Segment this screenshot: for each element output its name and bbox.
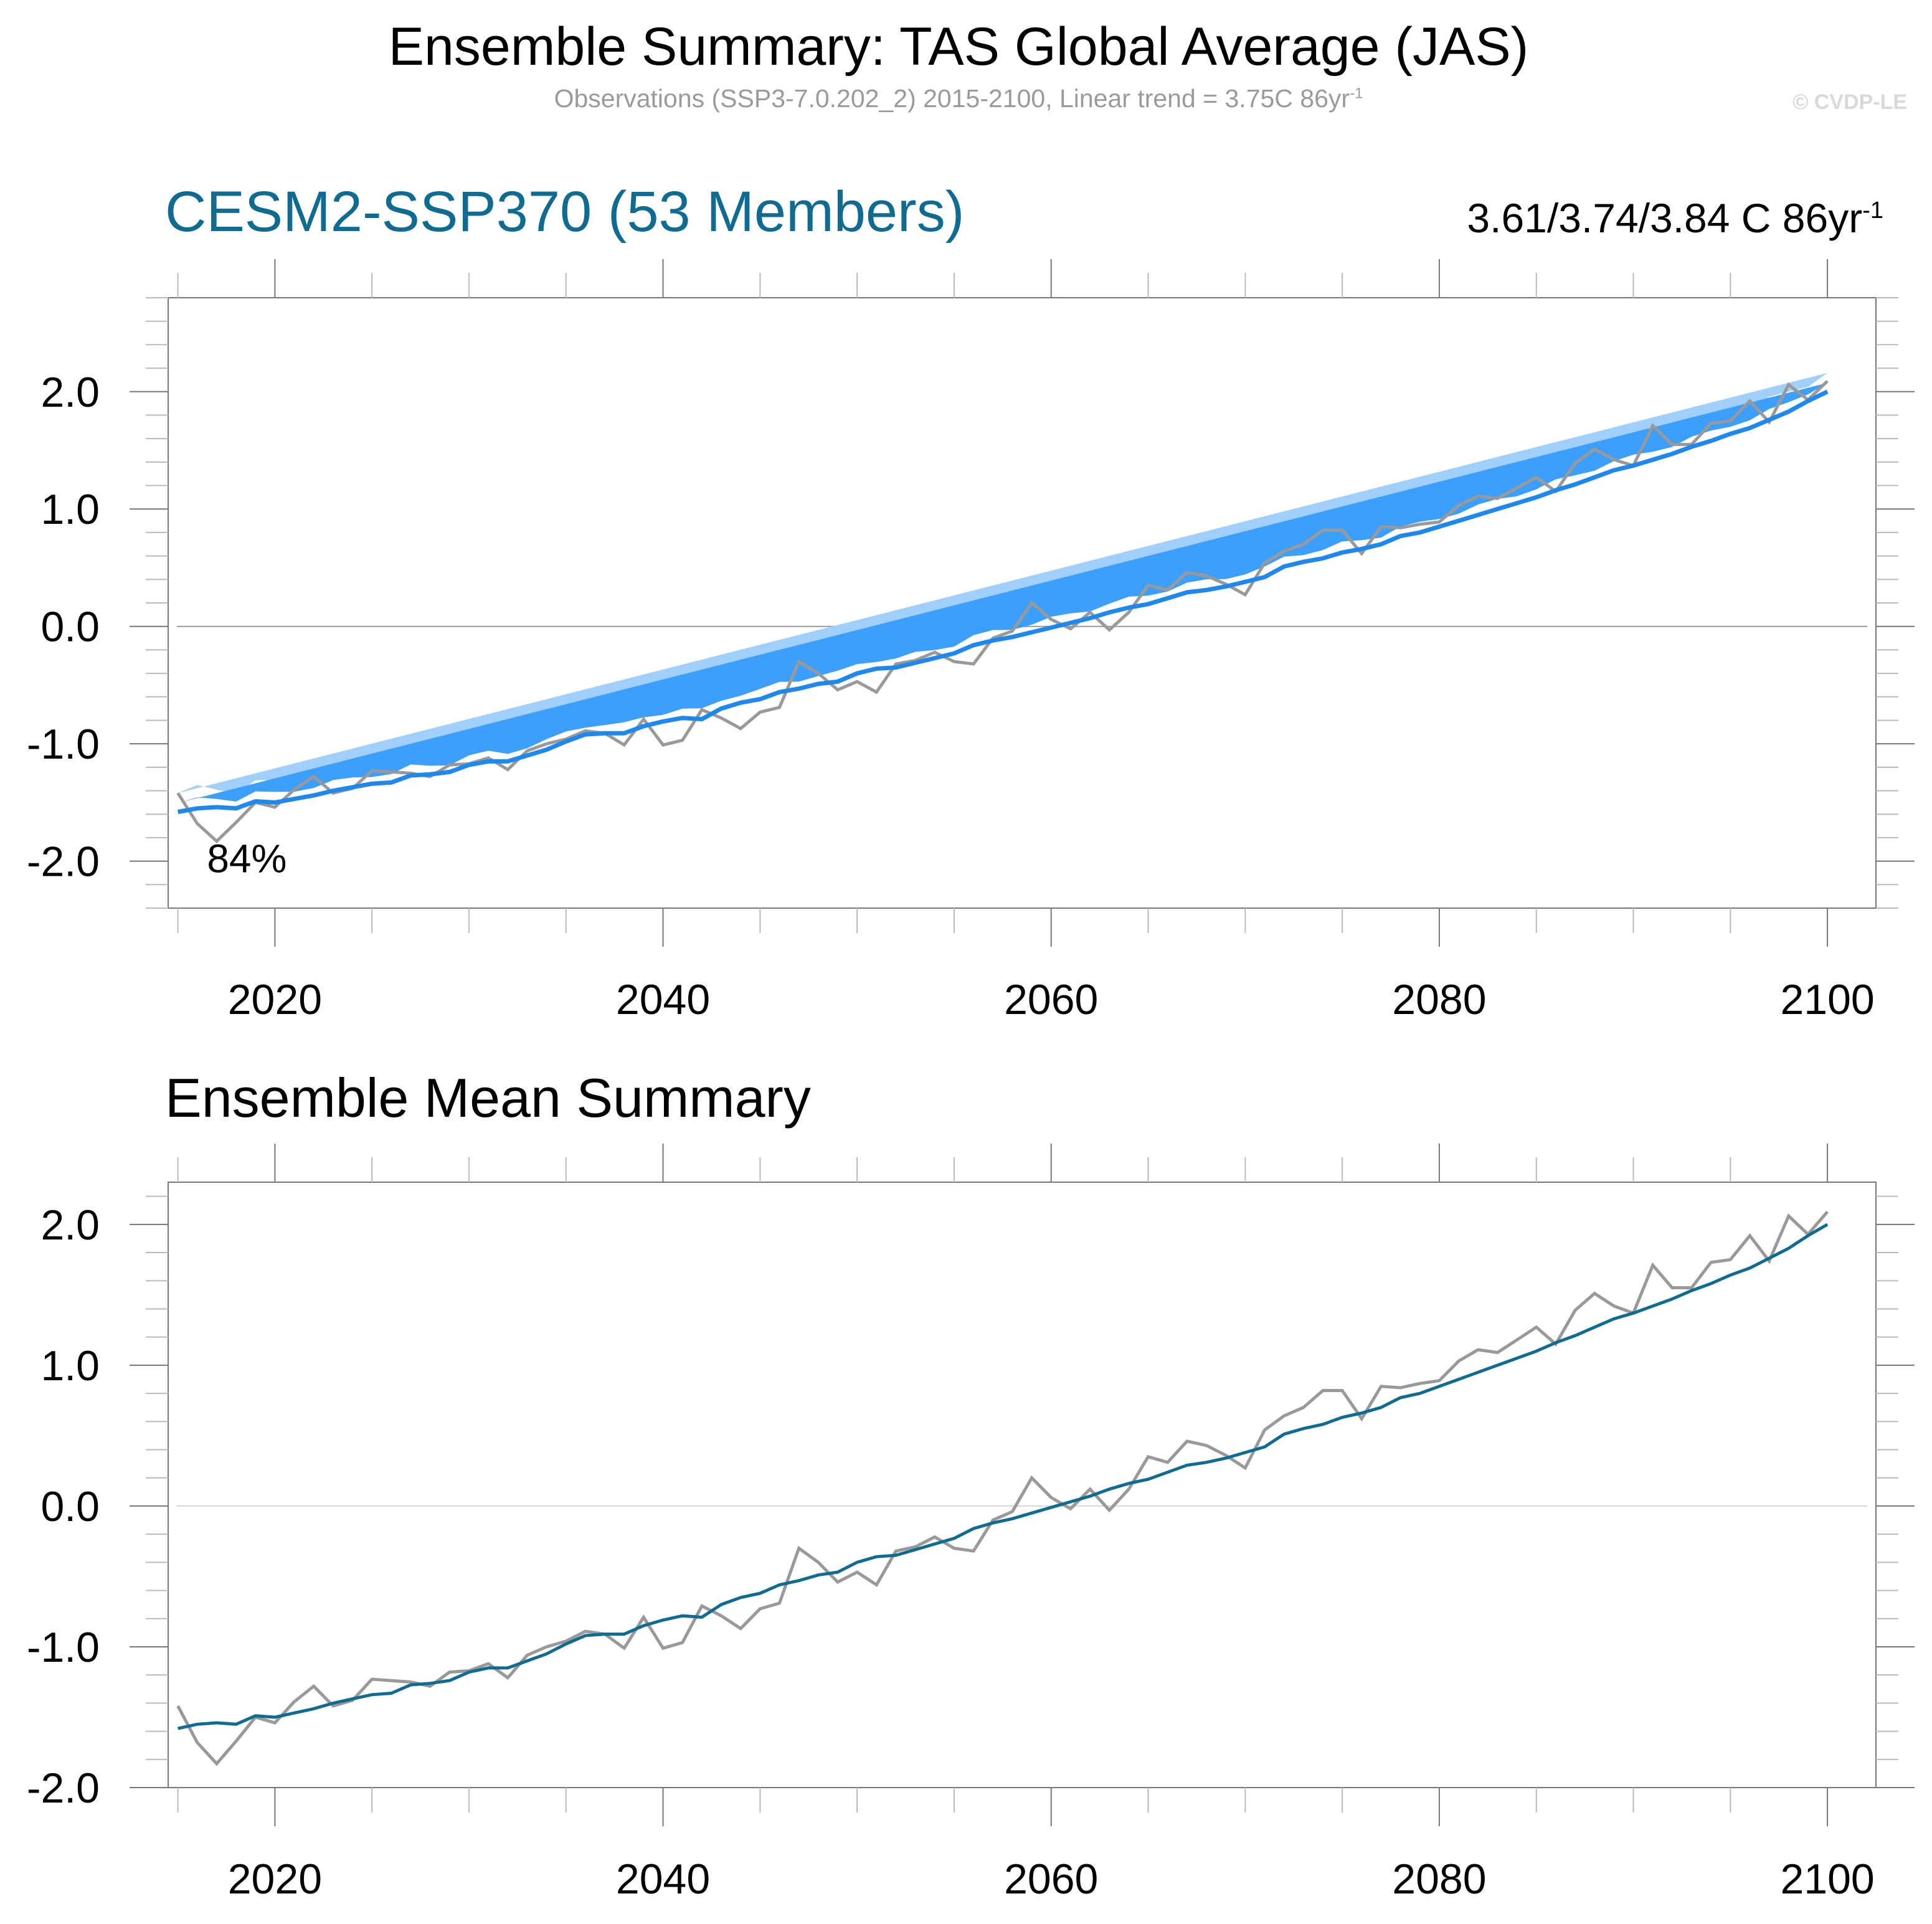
y-tick-label: 2.0 <box>40 1201 100 1249</box>
copyright-label: © CVDP-LE <box>1792 90 1907 114</box>
y-tick-label: 2.0 <box>40 369 100 416</box>
y-tick-label: 1.0 <box>40 1342 100 1390</box>
ensemble-mean-line <box>178 1223 1829 1730</box>
y-tick-label: 0.0 <box>40 604 100 651</box>
panel1-title: CESM2-SSP370 (53 Members) <box>165 180 965 244</box>
x-tick-label: 2020 <box>228 976 322 1023</box>
panel2-title: Ensemble Mean Summary <box>165 1067 811 1129</box>
percent-annotation: 84% <box>207 836 286 881</box>
observations-line <box>176 380 1829 844</box>
trend-superscript: -1 <box>1862 197 1883 224</box>
x-tick-label: 2040 <box>616 976 710 1023</box>
ensemble-interquartile-band <box>178 382 1828 803</box>
trend-text: 3.61/3.74/3.84 C 86yr <box>1467 195 1863 241</box>
main-title: Ensemble Summary: TAS Global Average (JA… <box>388 17 1529 77</box>
subtitle: Observations (SSP3-7.0.202_2) 2015-2100,… <box>0 84 1925 113</box>
x-tick-label: 2100 <box>1780 976 1874 1023</box>
plot-frame <box>168 1182 1877 1788</box>
ensemble-median-line <box>177 389 1829 814</box>
panel1-trend-label: 3.61/3.74/3.84 C 86yr-1 <box>1467 194 1883 242</box>
x-tick-label: 2080 <box>1392 976 1486 1023</box>
observations-line <box>176 1210 1829 1766</box>
x-tick-label: 2080 <box>1392 1855 1486 1903</box>
y-tick-label: 1.0 <box>40 486 100 533</box>
x-tick-label: 2100 <box>1780 1855 1874 1903</box>
ensemble-range-band <box>178 372 1828 794</box>
x-tick-label: 2040 <box>616 1855 710 1903</box>
x-tick-label: 2060 <box>1004 1855 1098 1903</box>
subtitle-text: Observations (SSP3-7.0.202_2) 2015-2100,… <box>554 84 1350 113</box>
y-tick-label: -2.0 <box>27 838 100 886</box>
x-tick-label: 2020 <box>228 1855 322 1903</box>
panel1-chart: -2.0 -1.0 0.0 1.0 2.0 2020 2040 2060 2080 2100 84% <box>27 259 1915 1023</box>
subtitle-superscript: -1 <box>1350 85 1363 102</box>
x-tick-label: 2060 <box>1004 976 1098 1023</box>
panel2-chart: -2.0 -1.0 0.0 1.0 2.0 2020 2040 2060 2080 2100 <box>27 1144 1915 1903</box>
y-tick-label: -1.0 <box>27 721 100 768</box>
y-tick-label: -2.0 <box>27 1765 100 1812</box>
y-tick-label: 0.0 <box>40 1483 100 1530</box>
y-tick-label: -1.0 <box>27 1624 100 1671</box>
